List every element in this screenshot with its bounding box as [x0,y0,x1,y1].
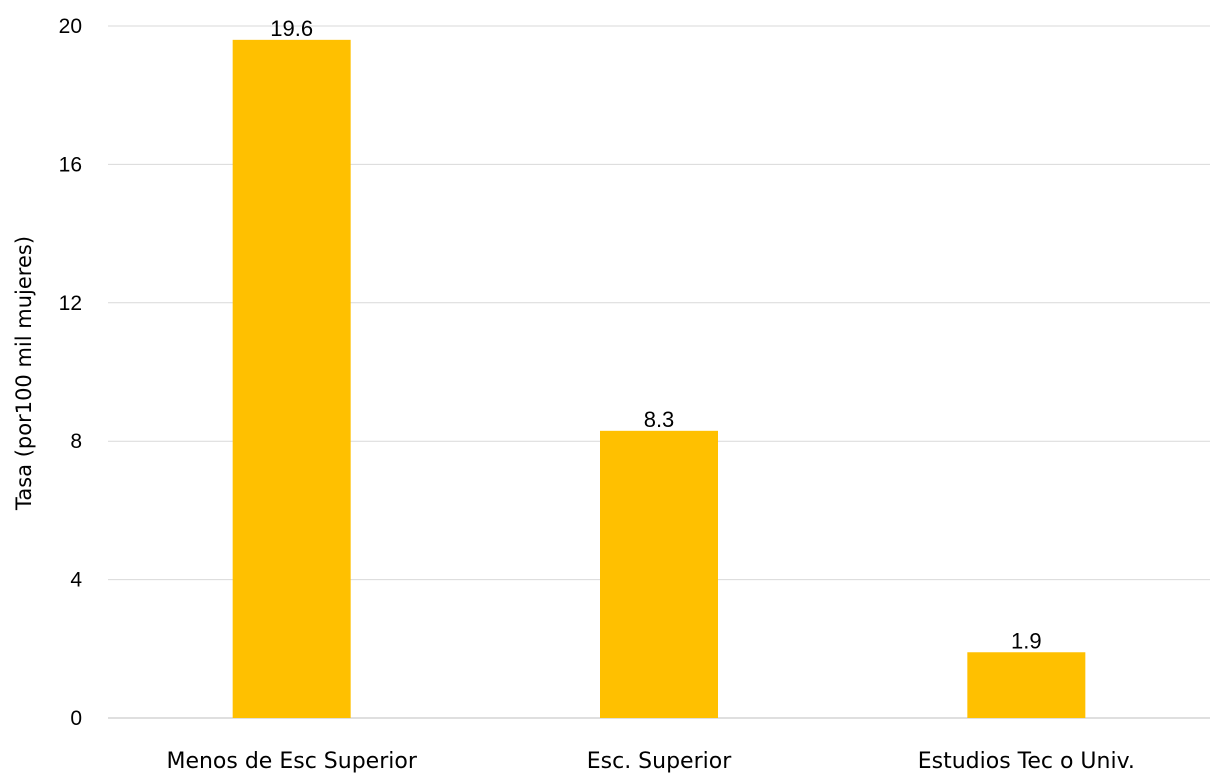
y-tick-label: 16 [59,153,82,176]
bar-value-label: 1.9 [1011,628,1042,653]
y-tick-label: 12 [59,292,82,315]
x-category-label: Esc. Superior [587,749,732,774]
x-category-label: Menos de Esc Superior [166,749,417,774]
bars [232,39,1086,718]
bar-value-label: 8.3 [644,407,675,432]
bar [967,652,1086,718]
x-category-label: Estudios Tec o Univ. [918,749,1135,774]
bar-value-label: 19.6 [270,16,313,41]
y-tick-label: 4 [70,569,82,592]
y-tick-label: 20 [59,15,82,38]
y-axis-title: Tasa (por100 mil mujeres) [12,236,36,511]
y-axis-ticks: 0 4 8 12 16 20 [59,15,83,730]
bar [600,430,718,718]
data-labels: 19.6 8.3 1.9 [270,16,1041,653]
y-tick-label: 8 [70,430,82,453]
x-axis-categories: Menos de Esc Superior Esc. Superior Estudi… [166,749,1134,774]
y-tick-label: 0 [70,707,82,730]
bar [232,39,351,718]
